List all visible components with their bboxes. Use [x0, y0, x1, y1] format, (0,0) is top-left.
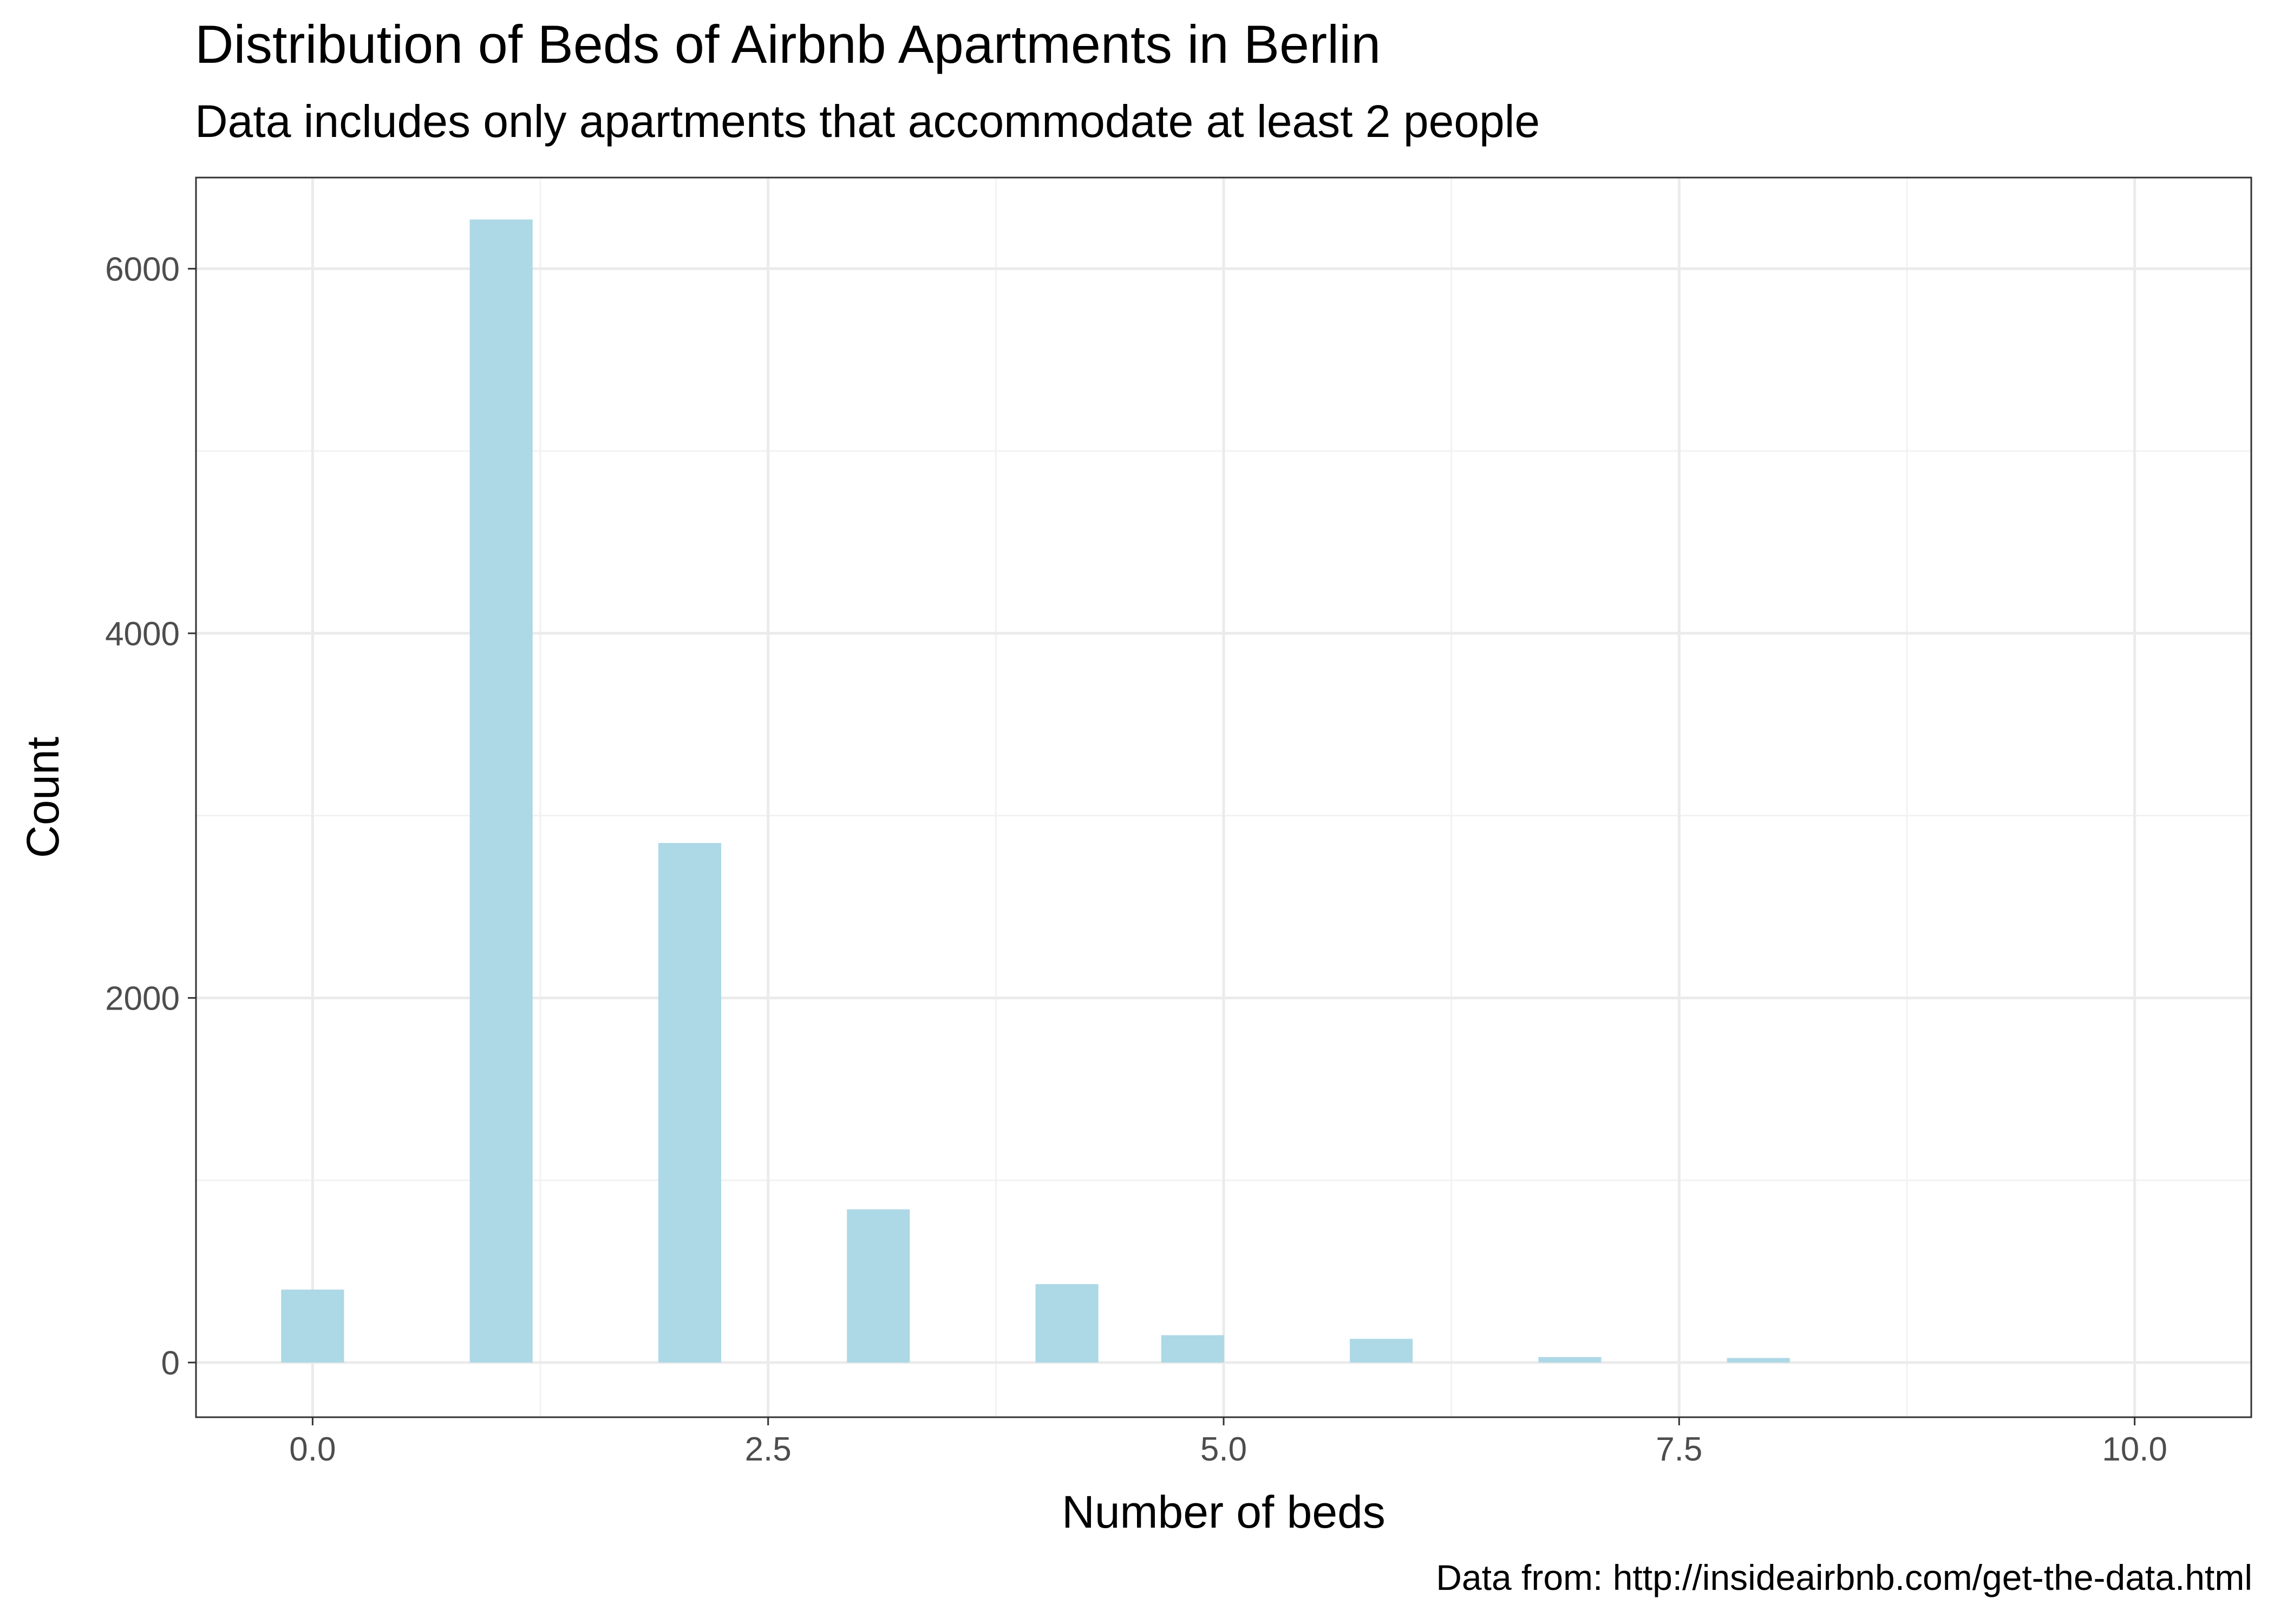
chart-title: Distribution of Beds of Airbnb Apartment… — [195, 14, 1381, 74]
y-tick-label: 0 — [161, 1345, 180, 1382]
y-tick-label: 2000 — [105, 980, 180, 1017]
x-axis-ticks: 0.0 2.5 5.0 7.5 10.0 — [289, 1417, 2167, 1468]
histogram-bar — [1035, 1284, 1099, 1363]
y-tick-label: 6000 — [105, 251, 180, 288]
y-tick-label: 4000 — [105, 615, 180, 653]
x-tick-label: 2.5 — [745, 1431, 792, 1468]
histogram-bar — [469, 219, 533, 1363]
histogram-bar — [1727, 1358, 1790, 1363]
y-axis-title: Count — [17, 737, 68, 858]
histogram-bar — [1161, 1335, 1224, 1363]
chart-subtitle: Data includes only apartments that accom… — [195, 96, 1540, 147]
major-gridlines — [196, 178, 2251, 1417]
histogram-bars — [281, 219, 1790, 1363]
data-source-caption: Data from: http://insideairbnb.com/get-t… — [1436, 1557, 2252, 1597]
x-tick-label: 0.0 — [289, 1431, 336, 1468]
y-axis-ticks: 0 2000 4000 6000 — [105, 251, 196, 1382]
x-axis-title: Number of beds — [1062, 1487, 1386, 1537]
histogram-bar — [847, 1209, 910, 1363]
histogram-bar — [658, 843, 722, 1363]
histogram-bar — [281, 1289, 344, 1363]
histogram-bar — [1350, 1339, 1413, 1363]
x-tick-label: 7.5 — [1656, 1431, 1702, 1468]
x-tick-label: 5.0 — [1200, 1431, 1247, 1468]
histogram-bar — [1538, 1357, 1602, 1363]
x-tick-label: 10.0 — [2102, 1431, 2167, 1468]
